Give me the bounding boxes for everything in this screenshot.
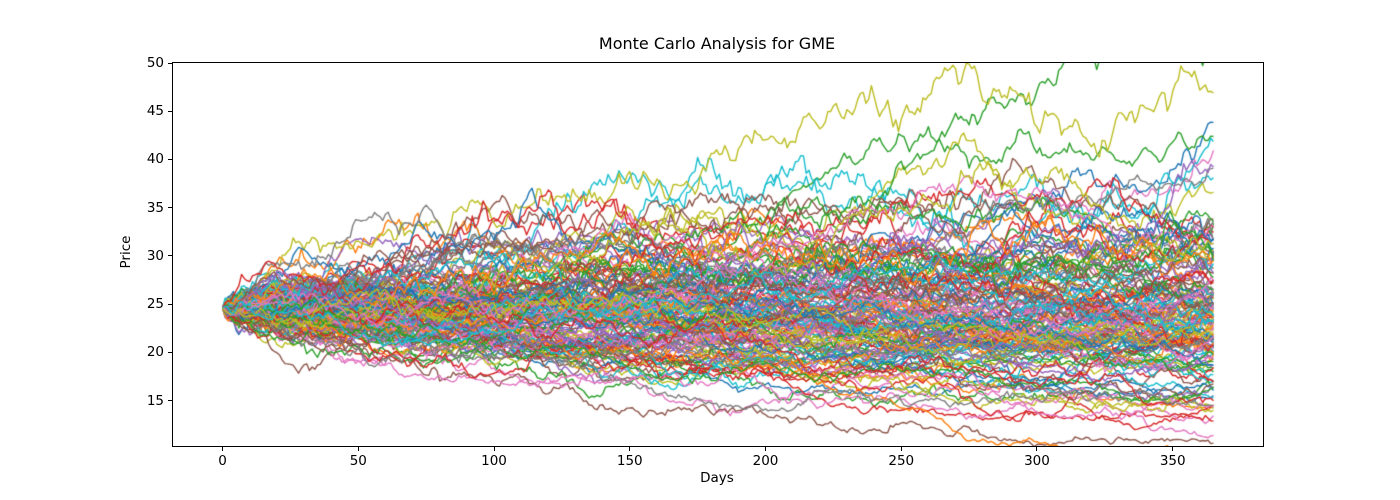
x-tick-label: 350 <box>1159 453 1186 469</box>
y-tick-label: 15 <box>146 392 164 409</box>
x-tick-mark <box>900 447 902 451</box>
chart-title: Monte Carlo Analysis for GME <box>598 34 836 53</box>
x-tick-label: 150 <box>616 453 643 469</box>
y-tick-mark <box>168 158 172 160</box>
x-tick-mark <box>222 447 224 451</box>
y-tick-mark <box>168 255 172 257</box>
x-axis-label: Days <box>700 470 734 486</box>
x-tick-label: 300 <box>1024 453 1050 469</box>
x-tick-mark <box>629 447 631 451</box>
x-tick-mark <box>1036 447 1038 451</box>
x-tick-mark <box>1172 447 1174 451</box>
y-tick-label: 50 <box>146 55 164 71</box>
x-tick-label: 50 <box>349 453 367 469</box>
y-tick-mark <box>168 351 172 353</box>
y-tick-mark <box>168 207 172 209</box>
x-tick-mark <box>493 447 495 451</box>
y-tick-label: 45 <box>146 103 164 120</box>
x-tick-label: 0 <box>218 453 227 469</box>
y-tick-label: 35 <box>146 199 164 216</box>
y-tick-mark <box>168 62 172 64</box>
y-tick-mark <box>168 400 172 402</box>
x-tick-label: 100 <box>481 453 507 469</box>
y-tick-label: 30 <box>146 247 164 264</box>
y-tick-label: 20 <box>146 344 164 361</box>
x-tick-mark <box>765 447 766 451</box>
x-tick-label: 200 <box>752 453 779 469</box>
y-tick-label: 40 <box>146 151 164 168</box>
y-tick-label: 25 <box>146 296 164 313</box>
y-tick-mark <box>168 303 172 305</box>
simulation-paths-canvas <box>173 63 1263 446</box>
x-tick-mark <box>357 447 359 451</box>
y-tick-mark <box>168 110 172 112</box>
plot-area <box>172 62 1264 447</box>
x-tick-label: 250 <box>888 453 915 469</box>
